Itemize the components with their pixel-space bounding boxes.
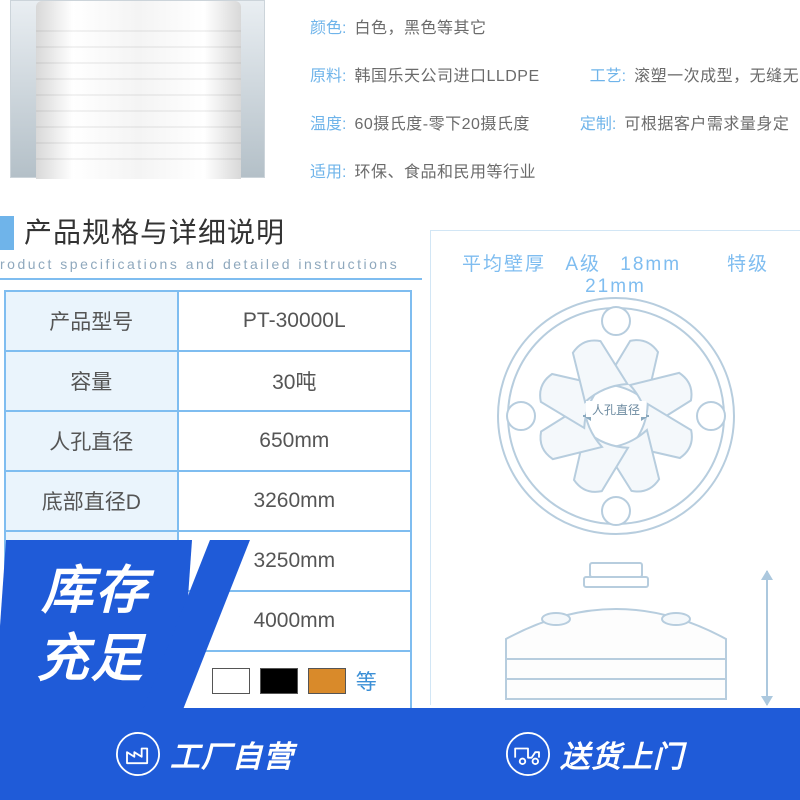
spec-row: 容量30吨 [5, 351, 411, 411]
color-swatch [212, 668, 250, 694]
spec-value: 650mm [178, 411, 411, 471]
attribute-pair: 适用: 环保、食品和民用等行业 [310, 158, 536, 182]
attribute-value: 可根据客户需求量身定 [624, 110, 789, 134]
diagram-area: 平均壁厚 A级 18mm 特级 21mm [430, 230, 800, 705]
attribute-label: 颜色: [310, 14, 346, 38]
spec-row: 底部直径D3260mm [5, 471, 411, 531]
attribute-value: 环保、食品和民用等行业 [354, 158, 536, 182]
attribute-label: 定制: [580, 110, 616, 134]
attribute-pair: 温度: 60摄氏度-零下20摄氏度 [310, 110, 530, 134]
spec-label: 容量 [5, 351, 178, 411]
spec-label: 底部直径D [5, 471, 178, 531]
attribute-label: 适用: [310, 158, 346, 182]
attribute-list: 颜色: 白色，黑色等其它原料: 韩国乐天公司进口LLDPE 工艺: 滚塑一次成型，无缝无… [310, 0, 800, 192]
attribute-value: 60摄氏度-零下20摄氏度 [354, 110, 529, 134]
spec-value: 等 [178, 651, 411, 711]
stock-badge: 库存 充足 [0, 540, 192, 712]
attribute-label: 温度: [310, 110, 346, 134]
top-region: 颜色: 白色，黑色等其它原料: 韩国乐天公司进口LLDPE 工艺: 滚塑一次成型，无缝无… [0, 0, 800, 215]
manhole-diameter-label: 人孔直径 [591, 403, 639, 417]
attribute-value: 滚塑一次成型，无缝无 [634, 62, 799, 86]
page-root: 颜色: 白色，黑色等其它原料: 韩国乐天公司进口LLDPE 工艺: 滚塑一次成型，无缝无… [0, 0, 800, 800]
truck-icon [506, 732, 550, 776]
spec-label: 人孔直径 [5, 411, 178, 471]
attribute-row: 原料: 韩国乐天公司进口LLDPE 工艺: 滚塑一次成型，无缝无 [310, 48, 800, 96]
spec-title-block: 产品规格与详细说明 roduct specifications and deta… [0, 216, 422, 280]
color-etc: 等 [356, 666, 377, 696]
attribute-value: 白色，黑色等其它 [354, 14, 486, 38]
factory-icon [116, 732, 160, 776]
spec-value: 3260mm [178, 471, 411, 531]
attribute-pair: 颜色: 白色，黑色等其它 [310, 14, 486, 38]
color-swatch [308, 668, 346, 694]
attribute-value: 韩国乐天公司进口LLDPE [354, 62, 539, 86]
attribute-pair: 定制: 可根据客户需求量身定 [580, 110, 789, 134]
spec-label: 产品型号 [5, 291, 178, 351]
tank-side-view [486, 561, 746, 706]
color-swatch [260, 668, 298, 694]
spec-row: 人孔直径650mm [5, 411, 411, 471]
tank-top-view: 人孔直径 [491, 291, 741, 546]
attribute-row: 颜色: 白色，黑色等其它 [310, 0, 800, 48]
attribute-row: 适用: 环保、食品和民用等行业 [310, 144, 800, 192]
attribute-row: 温度: 60摄氏度-零下20摄氏度 定制: 可根据客户需求量身定 [310, 96, 800, 144]
bottom-bar: 工厂自营 送货上门 [0, 708, 800, 800]
spec-row: 产品型号PT-30000L [5, 291, 411, 351]
spec-value: 30吨 [178, 351, 411, 411]
spec-value: PT-30000L [178, 291, 411, 351]
attribute-label: 原料: [310, 62, 346, 86]
section-subtitle: roduct specifications and detailed instr… [0, 250, 422, 280]
height-dimension-arrow [766, 571, 768, 705]
section-title: 产品规格与详细说明 [0, 216, 422, 250]
attribute-pair: 工艺: 滚塑一次成型，无缝无 [590, 62, 799, 86]
benefit-delivery: 送货上门 [506, 732, 684, 776]
attribute-pair: 原料: 韩国乐天公司进口LLDPE [310, 62, 540, 86]
product-photo [10, 0, 265, 178]
benefit-factory: 工厂自营 [116, 732, 294, 776]
attribute-label: 工艺: [590, 62, 626, 86]
